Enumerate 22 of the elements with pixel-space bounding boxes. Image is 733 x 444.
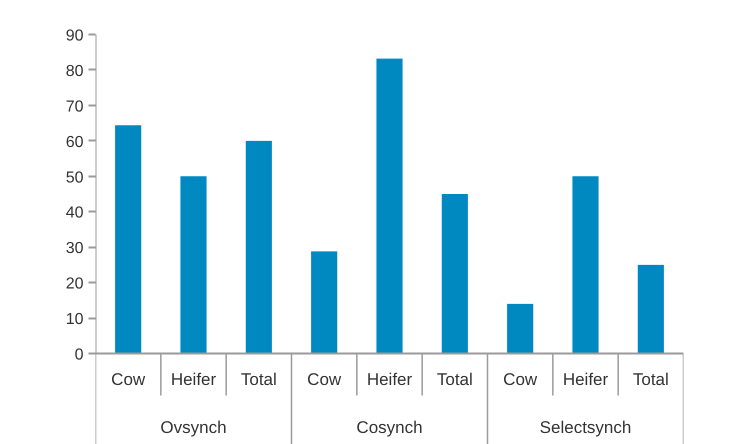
x-tick-label: Heifer <box>366 370 413 389</box>
x-tick-label: Heifer <box>562 370 609 389</box>
y-tick-label: 10 <box>66 311 84 328</box>
text: Cosynch <box>356 418 423 437</box>
x-tick-label: Heifer <box>170 370 217 389</box>
y-tick-label: 80 <box>66 62 84 80</box>
x-tick-label: Cow <box>503 370 538 389</box>
text: Selectsynch <box>540 418 632 437</box>
x-tick-label: Total <box>436 370 473 389</box>
y-tick-label: 50 <box>66 169 84 186</box>
x-tick-label: Cow <box>307 370 342 389</box>
y-tick-label: 60 <box>66 134 84 151</box>
x-tick-label: Cow <box>111 370 146 389</box>
x-tick-label: Total <box>240 370 277 389</box>
y-tick-label: 40 <box>66 204 84 222</box>
y-tick-label: 30 <box>66 240 84 258</box>
y-tick-label: 20 <box>66 276 84 293</box>
text: Ovsynch <box>160 418 227 437</box>
y-tick-label: 70 <box>66 98 84 116</box>
x-tick-label: Total <box>632 370 669 389</box>
y-tick-label: 90 <box>66 28 84 44</box>
y-tick-label: 0 <box>74 346 84 364</box>
